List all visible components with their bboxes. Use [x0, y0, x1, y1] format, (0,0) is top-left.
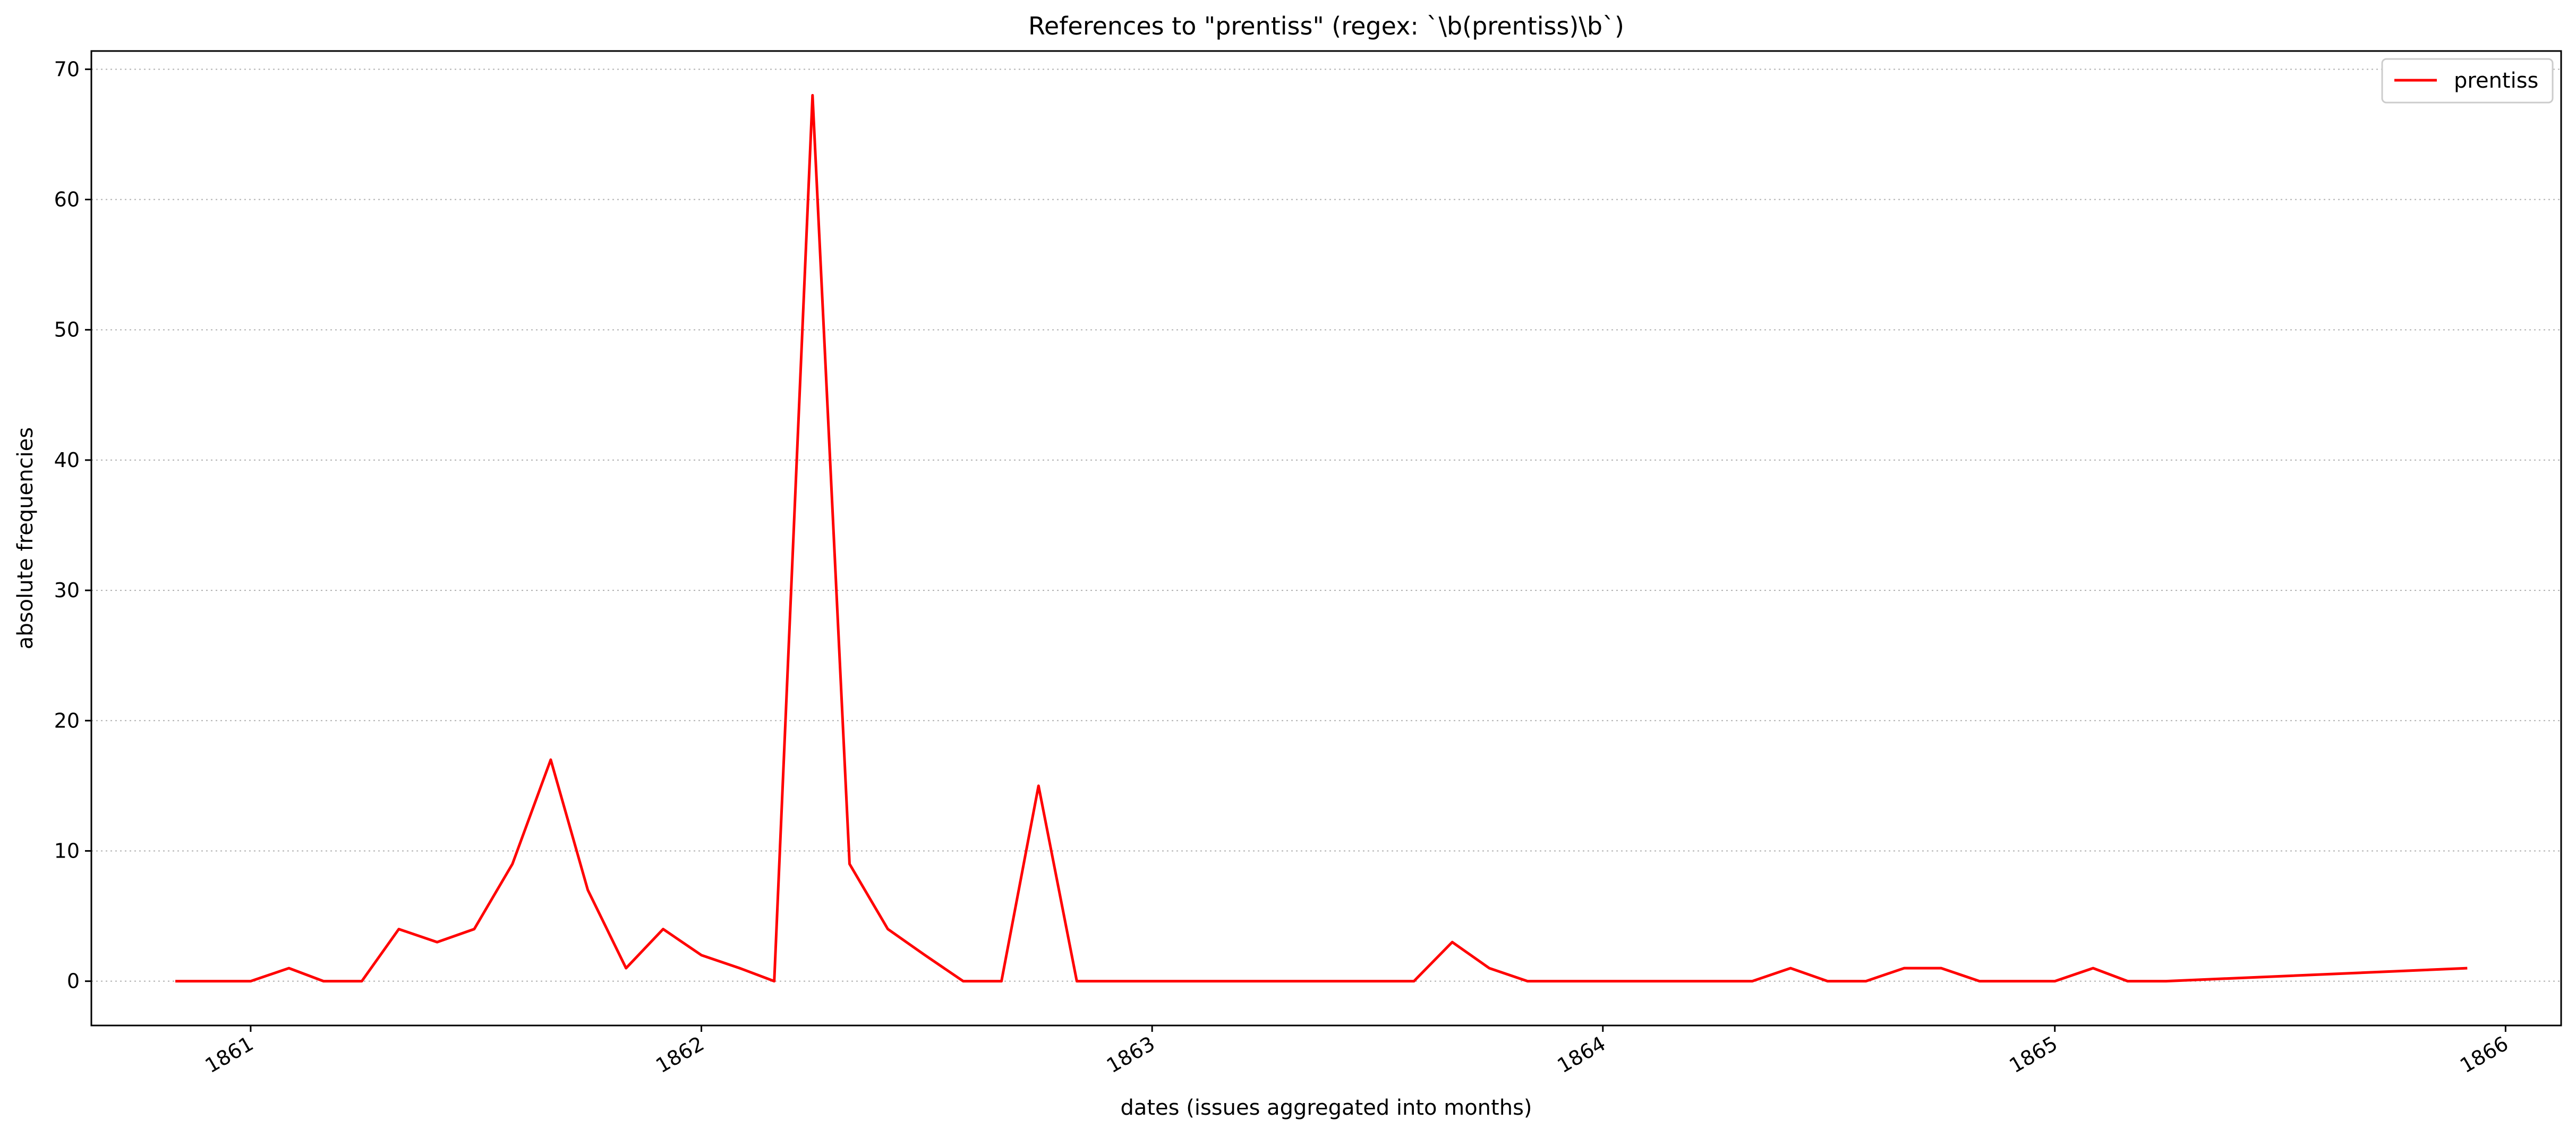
legend: prentiss: [2381, 58, 2554, 104]
y-gridlines: [91, 69, 2561, 982]
y-tick-label: 40: [54, 448, 80, 472]
y-tick-label: 70: [54, 57, 80, 81]
y-tick-label: 50: [54, 318, 80, 342]
y-axis-ticks: 0 10 20 30 40 50 60 70: [54, 57, 91, 993]
plot-frame: [90, 50, 2562, 1027]
x-axis-label: dates (issues aggregated into months): [1120, 1096, 1532, 1120]
y-tick-label: 10: [54, 839, 80, 862]
y-tick-label: 30: [54, 579, 80, 602]
y-tick-label: 0: [67, 970, 80, 993]
series-line-prentiss: [175, 94, 2468, 983]
y-tick-label: 20: [54, 709, 80, 732]
legend-label-prentiss: prentiss: [2454, 69, 2538, 93]
legend-box: [2381, 58, 2554, 104]
y-axis-label: absolute frequencies: [13, 427, 38, 649]
chart-title: References to "prentiss" (regex: `\b(pre…: [1028, 12, 1624, 40]
y-tick-label: 60: [54, 188, 80, 211]
